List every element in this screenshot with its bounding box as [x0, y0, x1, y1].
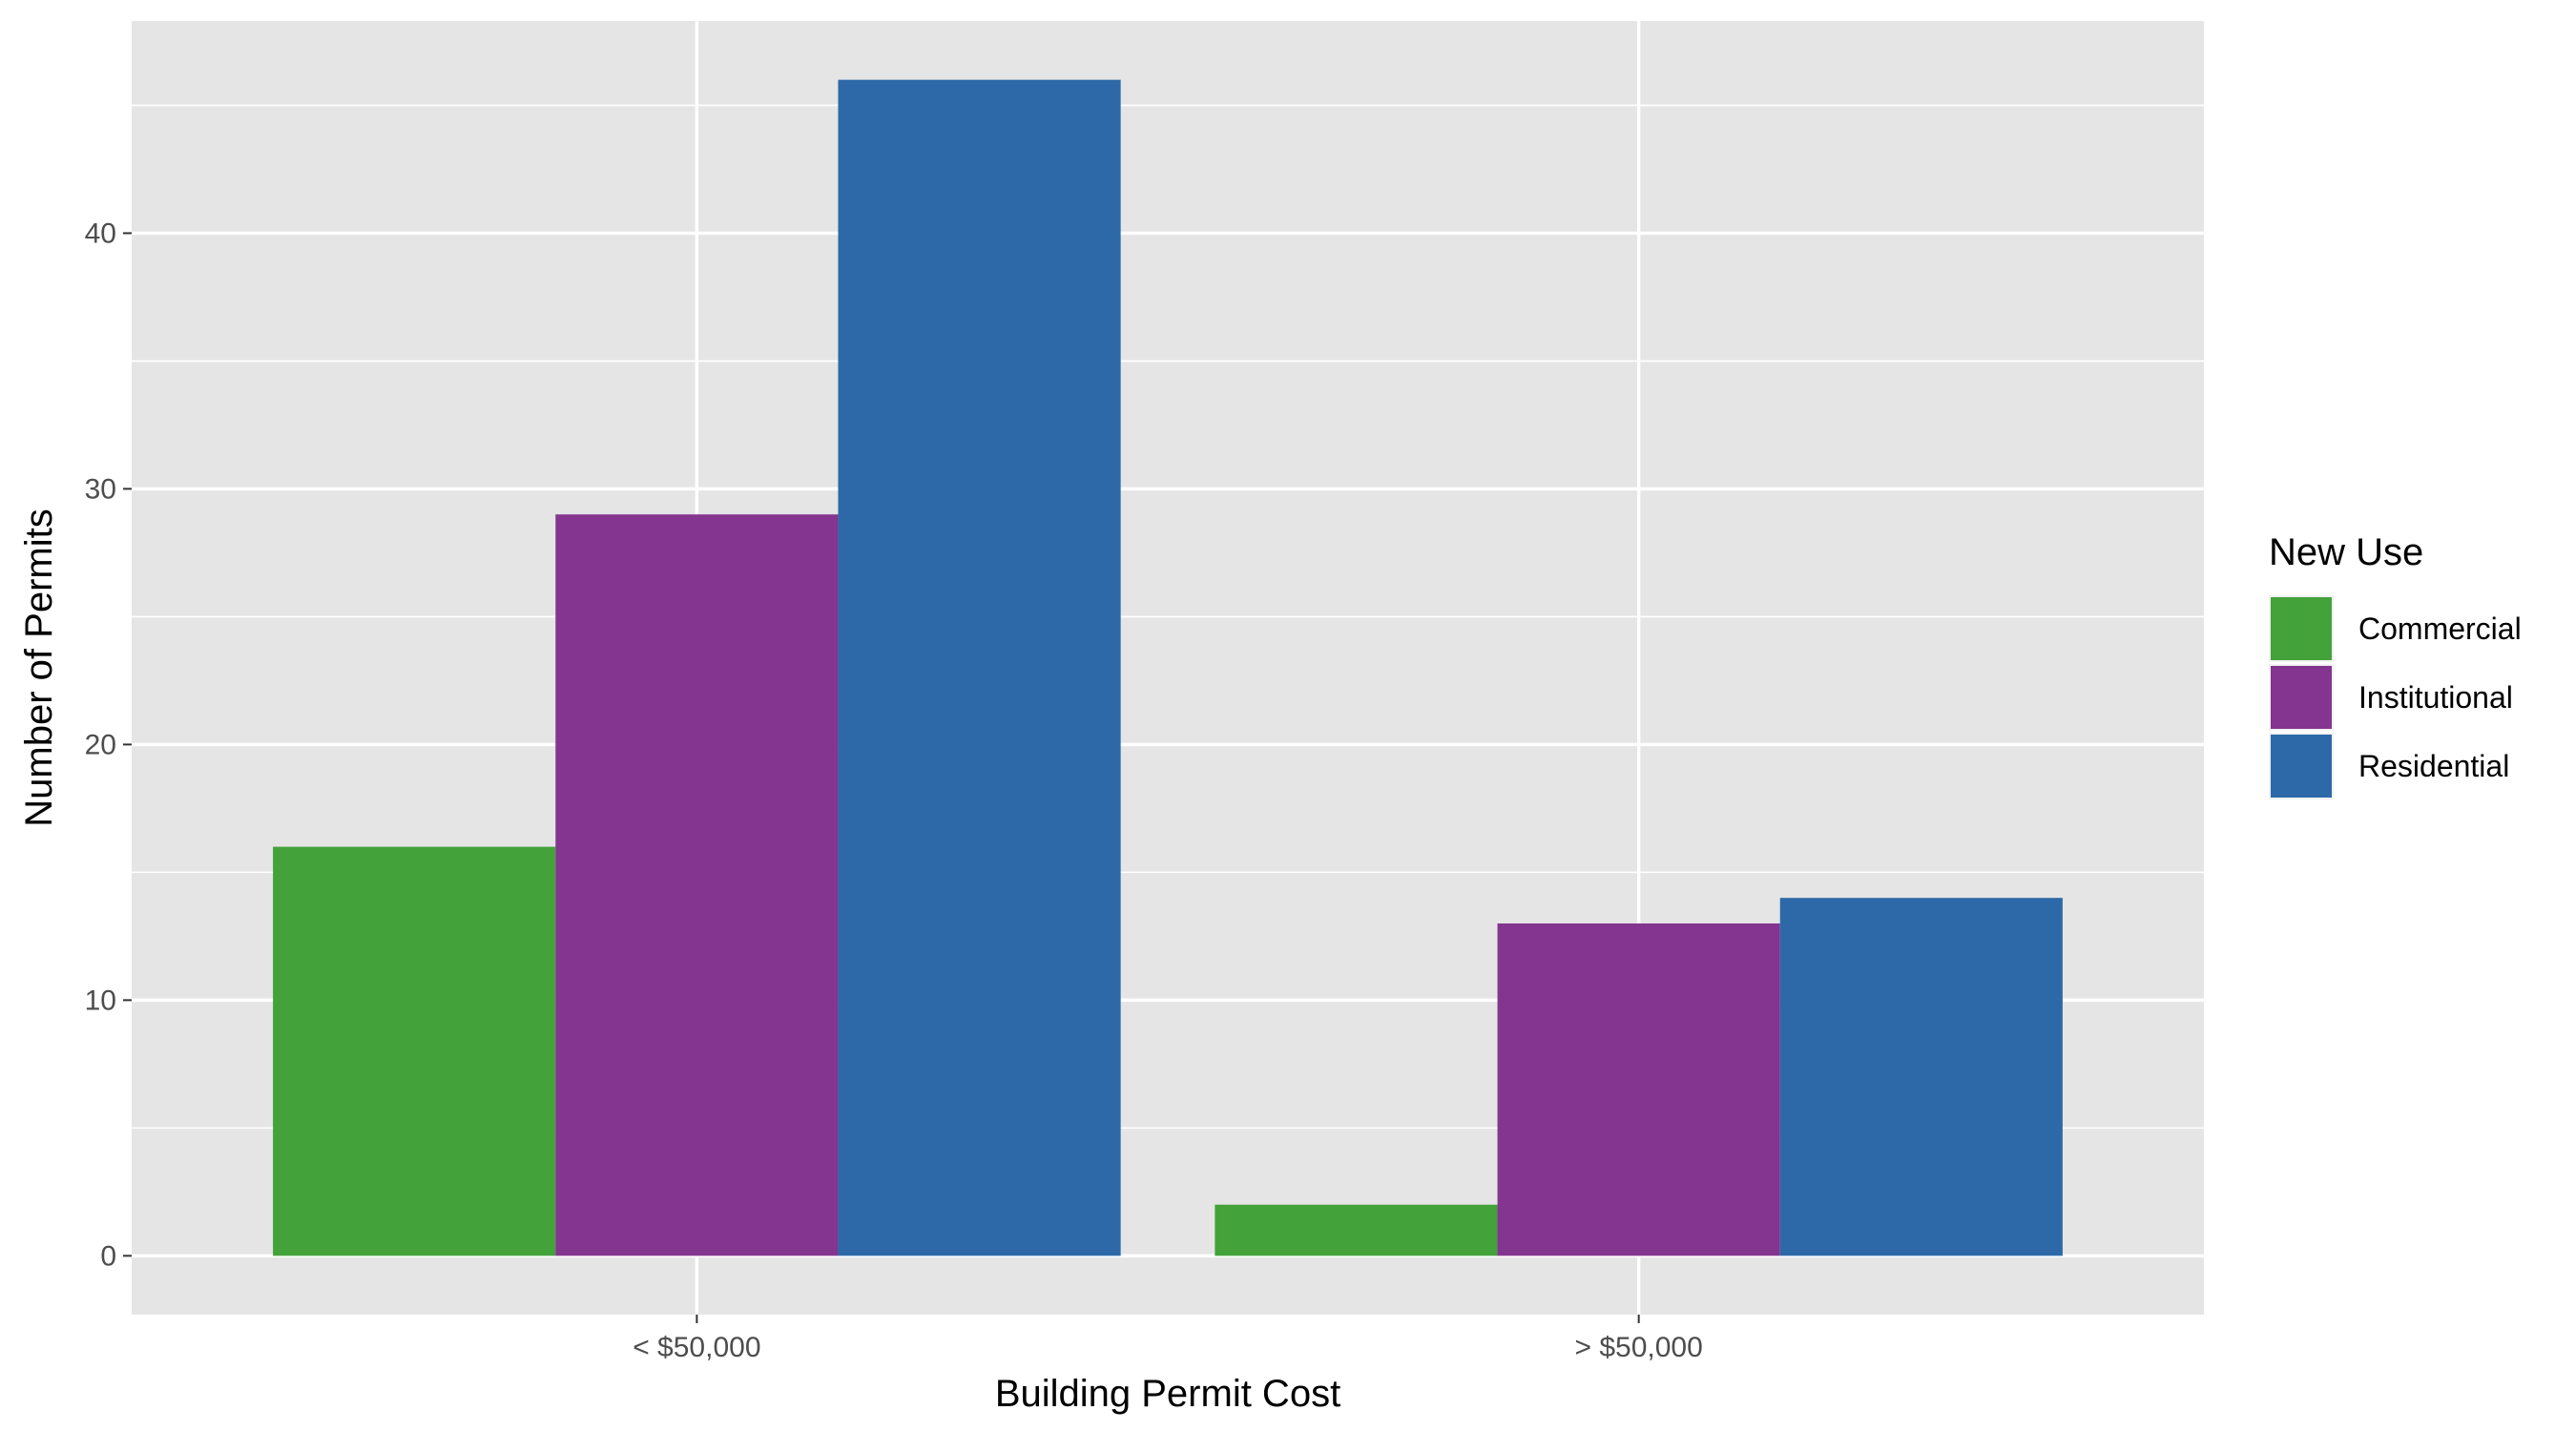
- y-tick-label: 10: [85, 985, 116, 1016]
- legend-label-commercial: Commercial: [2358, 612, 2522, 646]
- legend-swatch-institutional: [2271, 666, 2332, 729]
- legend-label-institutional: Institutional: [2358, 680, 2513, 715]
- legend-swatch-residential: [2271, 735, 2332, 798]
- legend: New Use Commercial Institutional Residenti…: [2269, 531, 2522, 799]
- bars: [273, 79, 2063, 1256]
- bar-commercial-2: [1215, 1204, 1498, 1256]
- bar-commercial-1: [273, 846, 556, 1256]
- y-tick-label: 0: [100, 1240, 116, 1272]
- y-tick-label: 20: [85, 729, 116, 760]
- x-tick-label: < $50,000: [633, 1332, 760, 1363]
- bar-institutional-2: [1497, 923, 1780, 1256]
- y-axis-title: Number of Permits: [18, 508, 60, 826]
- bar-residential-2: [1779, 898, 2063, 1256]
- bar-residential-1: [838, 79, 1121, 1256]
- legend-title: New Use: [2269, 531, 2423, 573]
- legend-label-residential: Residential: [2358, 749, 2509, 783]
- x-tick-label: > $50,000: [1574, 1332, 1702, 1363]
- bar-institutional-1: [555, 514, 839, 1256]
- x-axis-title: Building Permit Cost: [995, 1373, 1340, 1415]
- y-axis: 0 10 20 30 40: [85, 218, 132, 1272]
- legend-swatch-commercial: [2271, 597, 2332, 660]
- y-tick-label: 30: [85, 473, 116, 505]
- x-axis: < $50,000 > $50,000: [633, 1315, 1703, 1363]
- y-tick-label: 40: [85, 218, 116, 249]
